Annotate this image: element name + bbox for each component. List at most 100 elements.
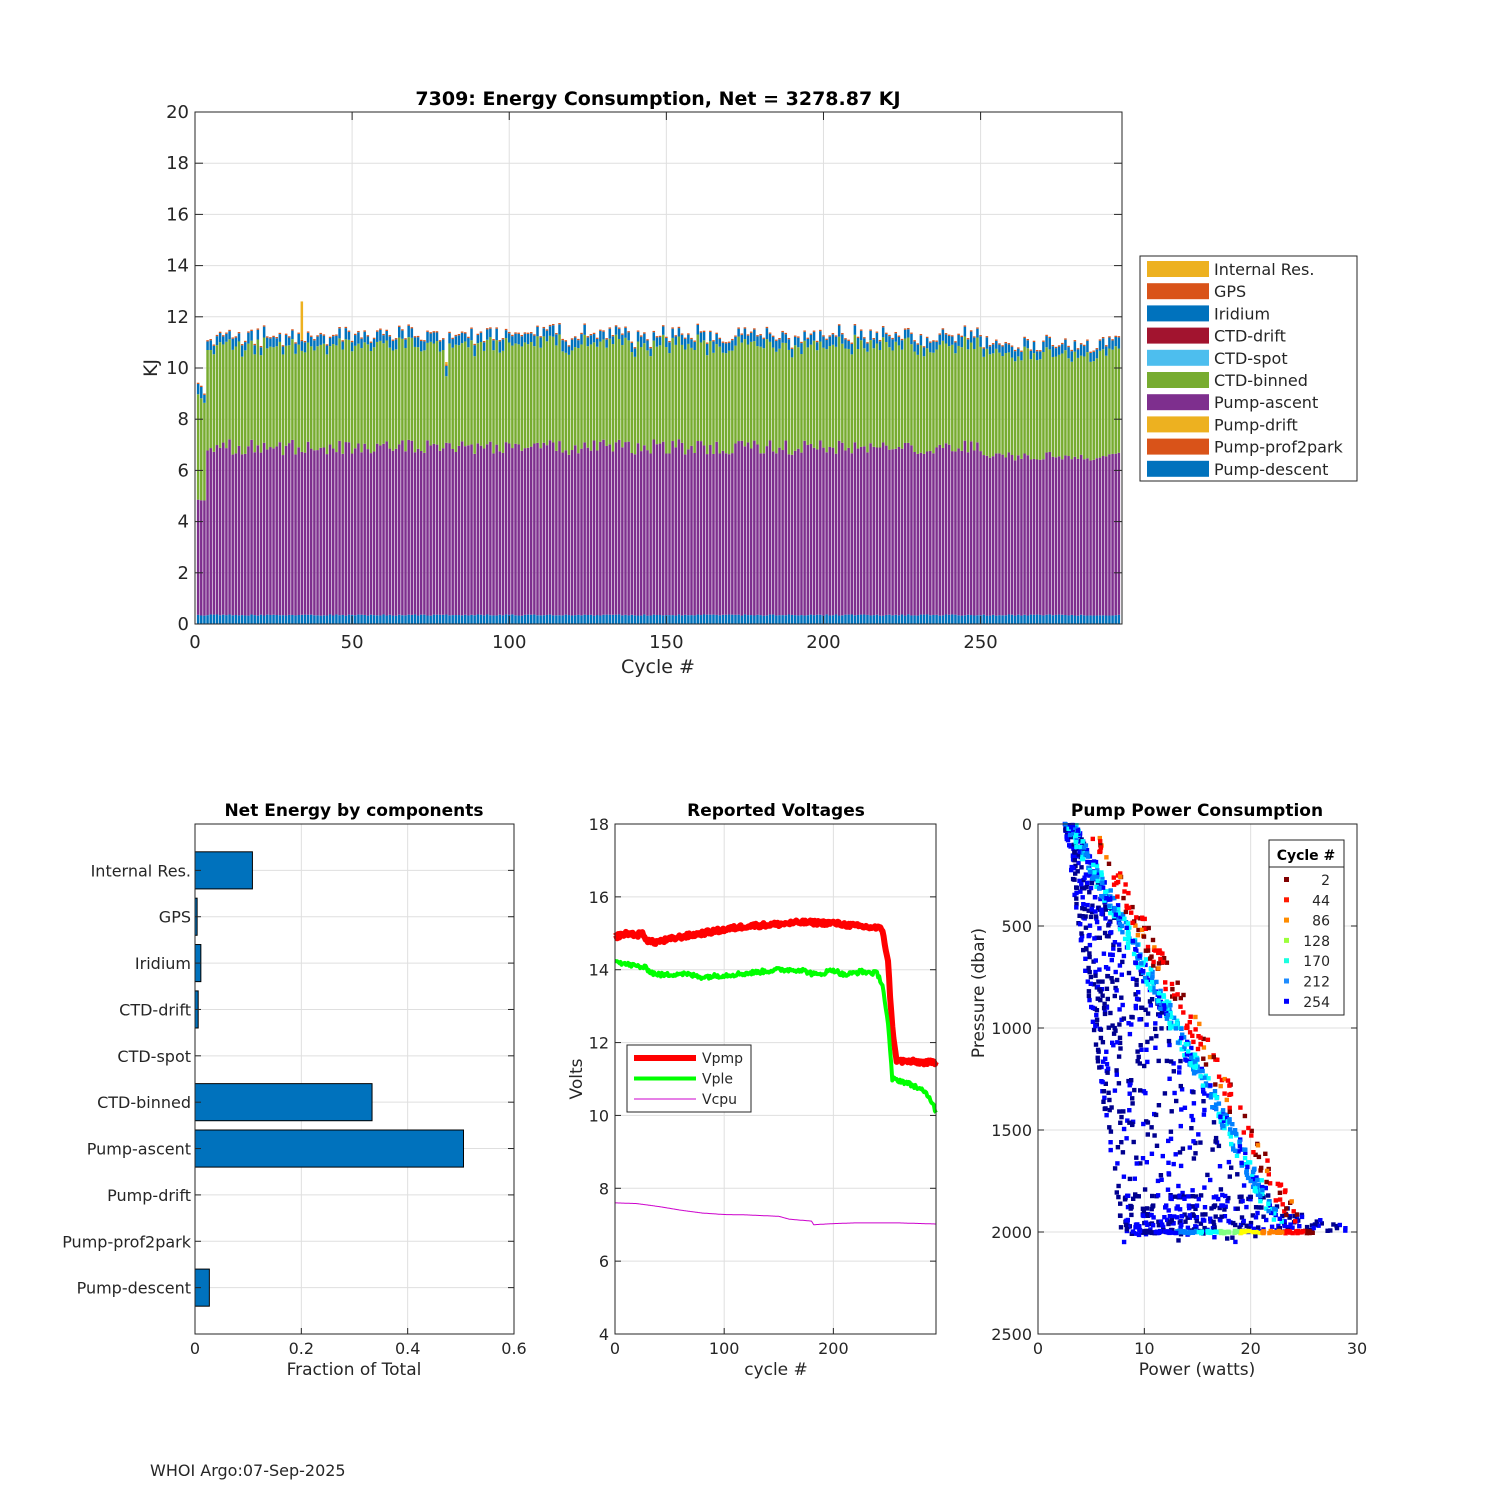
energy-bar-segment — [404, 615, 407, 624]
pump-point — [1148, 967, 1154, 972]
energy-bar-segment — [778, 447, 781, 616]
energy-bar-segment — [1061, 344, 1064, 354]
energy-bar-segment — [1042, 352, 1045, 460]
energy-bar-segment — [759, 453, 762, 616]
pump-point — [1168, 1136, 1174, 1141]
energy-bar-segment — [1032, 353, 1036, 459]
energy-bar-segment — [470, 327, 473, 329]
energy-bar-segment — [501, 615, 505, 624]
energy-bar-segment — [1117, 336, 1121, 338]
energy-bar-segment — [671, 337, 674, 442]
energy-bar-segment — [347, 331, 351, 340]
energy-bar-segment — [850, 342, 854, 344]
energy-bar-segment — [212, 344, 216, 346]
energy-bar-segment — [438, 351, 442, 451]
energy-bar-segment — [837, 325, 841, 337]
pump-point — [1222, 1076, 1227, 1082]
energy-bar-segment — [1105, 355, 1108, 457]
energy-bar-segment — [196, 499, 200, 615]
energy-bar-segment — [457, 445, 461, 616]
pump-point — [1152, 945, 1157, 950]
energy-bar-segment — [401, 440, 404, 616]
energy-ylabel: KJ — [140, 359, 162, 377]
pump-point — [1079, 934, 1085, 939]
pump-point — [1227, 1109, 1232, 1114]
pump-point — [1112, 895, 1117, 901]
energy-bar-segment — [938, 333, 941, 335]
energy-bar-segment — [1089, 460, 1092, 616]
energy-bar-segment — [721, 450, 725, 615]
pump-point — [1316, 1223, 1321, 1228]
pump-point — [1092, 895, 1098, 900]
pump-point — [1115, 894, 1120, 899]
energy-bar-segment — [1032, 458, 1036, 615]
energy-bar-segment — [712, 341, 715, 353]
energy-bar-segment — [234, 614, 238, 624]
energy-bar-segment — [1101, 615, 1105, 624]
fraction-xtick-label: 0.6 — [501, 1339, 526, 1358]
energy-bar-segment — [856, 348, 860, 449]
energy-bar-segment — [853, 615, 857, 624]
energy-bar-segment — [825, 452, 828, 615]
energy-bar-segment — [272, 448, 275, 615]
pump-point — [1095, 1047, 1101, 1053]
energy-bar-segment — [973, 337, 976, 349]
energy-bar-segment — [611, 336, 615, 345]
energy-bar-segment — [539, 337, 542, 348]
energy-legend-label: Pump-drift — [1214, 415, 1298, 434]
energy-bar-segment — [313, 339, 316, 341]
energy-bar-segment — [206, 350, 209, 451]
energy-bar-segment — [1114, 615, 1117, 624]
energy-bar-segment — [875, 332, 879, 344]
energy-bar-segment — [586, 447, 590, 616]
energy-bar-segment — [712, 614, 715, 624]
energy-bar-segment — [595, 615, 599, 624]
pump-point — [1069, 864, 1074, 870]
energy-bar-segment — [1105, 456, 1108, 616]
pump-point — [1237, 1139, 1242, 1144]
energy-bar-segment — [1029, 359, 1033, 460]
energy-bar-segment — [589, 614, 593, 624]
pump-point — [1227, 1117, 1232, 1122]
energy-bar-segment — [360, 452, 363, 615]
pump-point — [1213, 1102, 1219, 1107]
pump-point — [1218, 1187, 1224, 1192]
energy-bar-segment — [592, 615, 596, 624]
voltages-ytick-label: 12 — [589, 1034, 609, 1053]
pump-point — [1201, 1036, 1206, 1042]
pump-point — [1167, 1076, 1172, 1081]
energy-bar-segment — [800, 341, 803, 344]
energy-bar-segment — [310, 346, 313, 449]
energy-bar-segment — [988, 346, 992, 355]
energy-bar-segment — [306, 614, 310, 624]
energy-bar-segment — [366, 335, 370, 337]
energy-bar-segment — [369, 453, 373, 615]
pump-point — [1167, 1042, 1172, 1048]
pump-point — [1088, 860, 1093, 865]
pump-point — [1234, 1131, 1239, 1137]
pump-point — [1151, 1215, 1156, 1220]
energy-bar-segment — [391, 450, 395, 616]
pump-point — [1295, 1230, 1300, 1235]
pump-point — [1111, 1043, 1116, 1048]
energy-bar-segment — [520, 450, 524, 616]
energy-bar-segment — [652, 439, 656, 615]
energy-bar-segment — [687, 343, 690, 450]
energy-bar-segment — [925, 336, 929, 339]
energy-bar-segment — [1001, 615, 1004, 624]
energy-bar-segment — [878, 341, 882, 350]
energy-bar-segment — [1023, 338, 1026, 347]
pump-point — [1251, 1229, 1256, 1235]
pump-point — [1211, 1195, 1217, 1200]
pump-point — [1095, 878, 1100, 884]
pump-point — [1109, 976, 1114, 981]
pump-point — [1275, 1230, 1280, 1235]
pump-point — [1248, 1178, 1253, 1184]
energy-bar-segment — [1023, 453, 1026, 615]
energy-bar-segment — [633, 615, 637, 624]
pump-point — [1130, 1101, 1135, 1106]
energy-bar-segment — [759, 615, 762, 624]
energy-bar-segment — [806, 347, 810, 445]
energy-bar-segment — [529, 446, 533, 615]
energy-bar-segment — [677, 336, 681, 440]
